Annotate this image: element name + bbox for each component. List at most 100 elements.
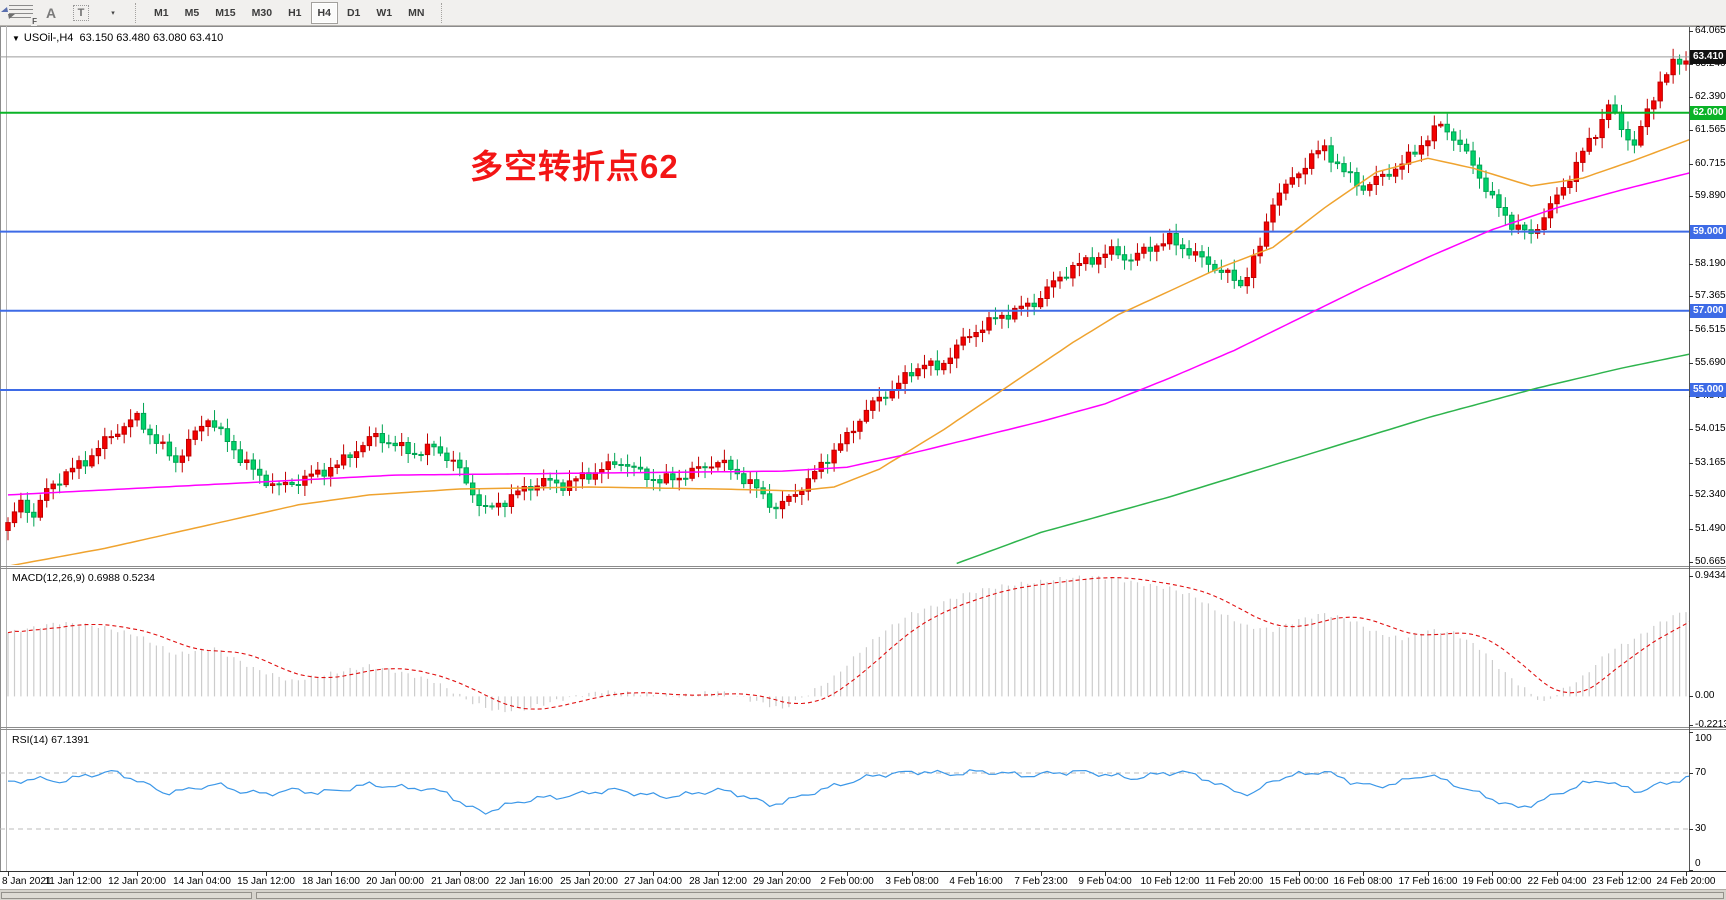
rsi-tick-label: 0 bbox=[1695, 858, 1701, 869]
date-tick-mark bbox=[847, 872, 848, 876]
timeframe-button-D1[interactable]: D1 bbox=[346, 6, 361, 19]
bottom-bar bbox=[0, 889, 1726, 900]
date-tick-mark bbox=[1492, 872, 1493, 876]
rsi-canvas[interactable] bbox=[0, 731, 1689, 871]
arrow-marker-icon bbox=[1, 6, 15, 19]
price-tick-label: 50.665 bbox=[1695, 556, 1726, 567]
price-tick-mark bbox=[1689, 164, 1693, 165]
price-tick-mark bbox=[1689, 429, 1693, 430]
date-tick-label: 15 Feb 00:00 bbox=[1269, 876, 1329, 887]
timeframe-button-M30[interactable]: M30 bbox=[251, 6, 273, 19]
price-tick-label: 60.715 bbox=[1695, 158, 1726, 169]
date-tick-mark bbox=[589, 872, 590, 876]
price-tick-mark bbox=[1689, 363, 1693, 364]
text-label-tool-button[interactable]: A bbox=[38, 2, 64, 24]
arrow-marker-tool-button[interactable]: ▾ bbox=[1, 2, 124, 24]
timeframe-button-M5[interactable]: M5 bbox=[184, 6, 200, 19]
chart-title[interactable]: ▼ USOil-,H4 63.150 63.480 63.080 63.410 bbox=[12, 32, 223, 44]
bottom-bar-cell bbox=[1, 892, 252, 899]
timeframe-button-H1[interactable]: H1 bbox=[288, 6, 302, 19]
timeframe-button-W1[interactable]: W1 bbox=[376, 6, 393, 19]
chart-left-inner-border bbox=[6, 26, 7, 871]
panel-splitter-line[interactable] bbox=[0, 566, 1726, 567]
timeframe-button-M15[interactable]: M15 bbox=[215, 6, 236, 19]
date-axis[interactable] bbox=[0, 871, 1726, 889]
date-tick-mark bbox=[1041, 872, 1042, 876]
annotation-text: 多空转折点62 bbox=[470, 148, 679, 185]
price-tick-label: 62.390 bbox=[1695, 91, 1726, 102]
panel-splitter-line[interactable] bbox=[0, 568, 1726, 569]
rsi-line bbox=[7, 769, 1689, 815]
macd-canvas[interactable] bbox=[0, 569, 1689, 727]
date-tick-mark bbox=[1428, 872, 1429, 876]
price-tick-label: 61.565 bbox=[1695, 124, 1726, 135]
rsi-tick-label: 30 bbox=[1695, 823, 1707, 834]
chart-title-text: USOil-,H4 63.150 63.480 63.080 63.410 bbox=[23, 32, 224, 44]
date-tick-label: 8 Jan 2021 bbox=[2, 876, 52, 887]
timeframe-button-H4[interactable]: H4 bbox=[310, 1, 338, 24]
date-tick-label: 10 Feb 12:00 bbox=[1140, 876, 1200, 887]
date-tick-label: 28 Jan 12:00 bbox=[689, 876, 747, 887]
chevron-down-icon: ▾ bbox=[111, 9, 115, 17]
macd-tick-label: 0.9434 bbox=[1695, 570, 1726, 581]
date-tick-label: 24 Feb 20:00 bbox=[1656, 876, 1716, 887]
date-tick-mark bbox=[976, 872, 977, 876]
panel-splitter-line[interactable] bbox=[0, 727, 1726, 728]
date-tick-mark bbox=[912, 872, 913, 876]
date-tick-mark bbox=[1105, 872, 1106, 876]
price-tick-label: 55.690 bbox=[1695, 357, 1726, 368]
price-tick-label: 52.340 bbox=[1695, 489, 1726, 500]
rsi-tick-mark bbox=[1689, 732, 1693, 733]
date-tick-label: 29 Jan 20:00 bbox=[753, 876, 811, 887]
date-tick-mark bbox=[1234, 872, 1235, 876]
macd-signal-line bbox=[7, 577, 1689, 710]
date-tick-label: 22 Feb 04:00 bbox=[1527, 876, 1587, 887]
fibonacci-lines-tool-button[interactable]: F bbox=[8, 2, 37, 26]
date-tick-label: 23 Feb 12:00 bbox=[1592, 876, 1652, 887]
chart-left-border bbox=[0, 26, 1, 871]
bottom-bar-cell bbox=[256, 892, 1724, 899]
ma-longest-green bbox=[956, 353, 1689, 565]
timeframe-button-M1[interactable]: M1 bbox=[154, 6, 169, 19]
price-chart-canvas[interactable] bbox=[0, 28, 1689, 565]
price-tick-mark bbox=[1689, 529, 1693, 530]
chart-top-border bbox=[0, 26, 1726, 27]
date-tick-mark bbox=[202, 872, 203, 876]
date-tick-mark bbox=[782, 872, 783, 876]
date-tick-mark bbox=[1299, 872, 1300, 876]
price-tick-label: 53.165 bbox=[1695, 457, 1726, 468]
date-tick-label: 17 Feb 16:00 bbox=[1398, 876, 1458, 887]
date-tick-label: 3 Feb 08:00 bbox=[885, 876, 939, 887]
fibonacci-f-glyph: F bbox=[31, 16, 37, 26]
price-tick-label: 59.890 bbox=[1695, 190, 1726, 201]
ma-medium-orange bbox=[10, 138, 1689, 565]
toolbar-separator bbox=[135, 2, 137, 23]
ma-long-magenta bbox=[7, 172, 1689, 496]
macd-tick-label: -0.2213 bbox=[1695, 719, 1726, 730]
date-tick-mark bbox=[137, 872, 138, 876]
text-label-icon: A bbox=[45, 4, 57, 21]
rsi-tick-label: 70 bbox=[1695, 767, 1707, 778]
level-lines-layer bbox=[0, 111, 1689, 391]
date-tick-mark bbox=[395, 872, 396, 876]
price-tick-mark bbox=[1689, 495, 1693, 496]
macd-label: MACD(12,26,9) 0.6988 0.5234 bbox=[12, 572, 156, 584]
date-tick-mark bbox=[1686, 872, 1687, 876]
price-tick-mark bbox=[1689, 562, 1693, 563]
text-box-tool-button[interactable]: T bbox=[68, 2, 94, 24]
date-tick-label: 15 Jan 12:00 bbox=[237, 876, 295, 887]
panel-splitter-line[interactable] bbox=[0, 729, 1726, 730]
symbol-dropdown-icon[interactable]: ▼ bbox=[12, 34, 20, 43]
macd-histogram-layer bbox=[7, 575, 1687, 713]
timeframe-bar: M1 M5 M15 M30 H1 H4 D1 W1 MN bbox=[146, 1, 432, 24]
timeframe-button-MN[interactable]: MN bbox=[408, 6, 425, 19]
date-tick-mark bbox=[1557, 872, 1558, 876]
price-tick-mark bbox=[1689, 296, 1693, 297]
date-tick-label: 22 Jan 16:00 bbox=[495, 876, 553, 887]
price-tick-mark bbox=[1689, 196, 1693, 197]
date-tick-label: 21 Jan 08:00 bbox=[431, 876, 489, 887]
date-tick-label: 25 Jan 20:00 bbox=[560, 876, 618, 887]
price-tick-mark bbox=[1689, 31, 1693, 32]
date-tick-mark bbox=[266, 872, 267, 876]
